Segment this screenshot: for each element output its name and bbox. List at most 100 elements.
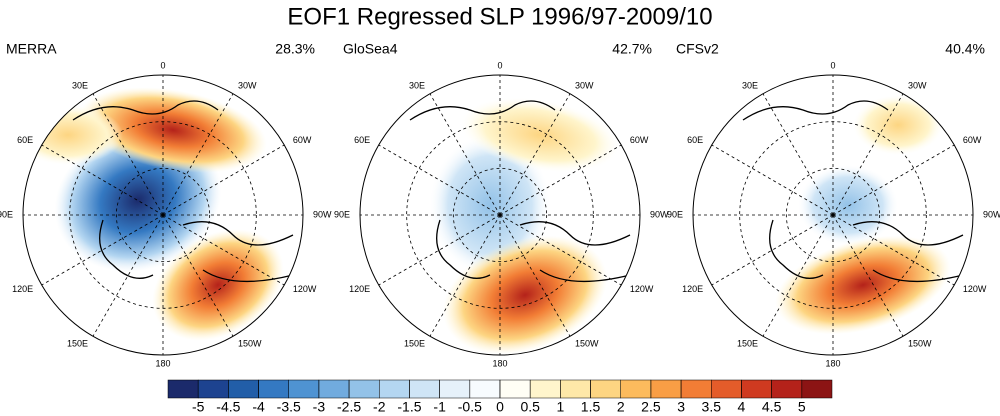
map-panel: 0 30W 60W 90W 120W 150W 180 150E 120E 90E 60E 30E Gl… [334,41,669,369]
longitude-label: 90E [334,209,350,219]
field-blob [152,229,284,341]
longitude-label: 150W [908,338,932,348]
longitude-line [762,93,834,216]
colorbar-label: 1 [556,399,564,415]
longitude-line [832,93,904,216]
colorbar-box [348,379,380,399]
longitude-label: 60W [963,135,982,145]
latitude-line [69,121,257,309]
colorbar-label: 2 [617,399,625,415]
colorbar-box [167,379,199,399]
field [742,95,964,335]
panel-name: MERRA [6,41,57,57]
colorbar-box [318,379,350,399]
map-border [692,74,974,356]
longitude-line [832,214,904,337]
map-border [22,74,304,356]
colorbar-label: -2.5 [337,399,361,415]
field-blob [460,97,620,173]
colorbar-label: -1 [433,399,446,415]
colorbar-box [620,379,652,399]
longitude-label: 150E [737,338,758,348]
colorbar-label: -1.5 [397,399,421,415]
colorbar-label: 0 [496,399,504,415]
colorbar-box [228,379,259,399]
colorbar-box [469,379,501,399]
colorbar-label: -4.5 [216,399,240,415]
colorbar-label: 4.5 [762,399,782,415]
colorbar-label: 5 [798,399,806,415]
panel-variance: 28.3% [275,41,315,57]
colorbar-box [409,379,440,399]
colorbar-box [288,379,320,399]
figure-title: EOF1 Regressed SLP 1996/97-2009/10 [287,3,712,30]
longitude-line [92,214,164,337]
colorbar-box [529,379,561,399]
panel-name: GloSea4 [343,41,398,57]
colorbar-box [680,379,712,399]
coastline [409,100,631,283]
longitude-line [162,144,285,216]
coastline [742,100,964,283]
longitude-label: 60E [687,135,703,145]
colorbar-box [801,379,833,399]
panel-variance: 42.7% [612,41,652,57]
longitude-label: 60E [354,135,370,145]
longitude-label: 180 [492,358,507,368]
longitude-label: 90W [650,209,669,219]
longitude-label: 30W [908,80,927,90]
longitude-line [499,214,571,337]
field [23,87,294,341]
longitude-line [162,93,234,216]
colorbar-box [439,379,471,399]
colorbar-label: 0.5 [520,399,540,415]
colorbar-label: -2 [373,399,386,415]
latitude-line [406,121,594,309]
longitude-line [762,214,834,337]
colorbar-box [711,379,742,399]
latitude-line [785,167,881,263]
longitude-line [429,214,501,337]
longitude-label: 90E [0,209,13,219]
longitude-line [92,93,164,216]
colorbar-label: -3.5 [277,399,301,415]
longitude-line [832,144,955,216]
longitude-label: 30W [575,80,594,90]
colorbar-label: -4 [252,399,265,415]
colorbar-label: -0.5 [458,399,482,415]
longitude-label: 180 [155,358,170,368]
longitude-label: 0 [830,60,835,70]
colorbar-box [771,379,803,399]
panel-variance: 40.4% [945,41,985,57]
colorbar-box [590,379,621,399]
longitude-line [711,214,834,286]
longitude-label: 150W [575,338,599,348]
longitude-label: 30E [409,80,425,90]
longitude-label: 60W [630,135,649,145]
colorbar-label: 2.5 [641,399,661,415]
colorbar-box [560,379,591,399]
colorbar-box [258,379,289,399]
longitude-label: 150E [67,338,88,348]
longitude-label: 90W [983,209,1000,219]
colorbar-box [499,379,531,399]
longitude-line [499,93,571,216]
colorbar-box [650,379,682,399]
field [409,97,631,355]
longitude-label: 180 [825,358,840,368]
longitude-label: 60W [293,135,312,145]
longitude-line [162,214,285,286]
longitude-label: 60E [17,135,33,145]
longitude-label: 0 [497,60,502,70]
field-blob [442,235,608,355]
longitude-label: 120W [630,284,654,294]
longitude-label: 150W [238,338,262,348]
longitude-label: 90W [313,209,332,219]
colorbar-box [197,379,229,399]
longitude-label: 30W [238,80,257,90]
longitude-line [711,144,834,216]
panels: 0 30W 60W 90W 120W 150W 180 150E 120E 90E 60E 30E ME… [0,41,1000,369]
longitude-line [41,214,164,286]
longitude-line [378,144,501,216]
